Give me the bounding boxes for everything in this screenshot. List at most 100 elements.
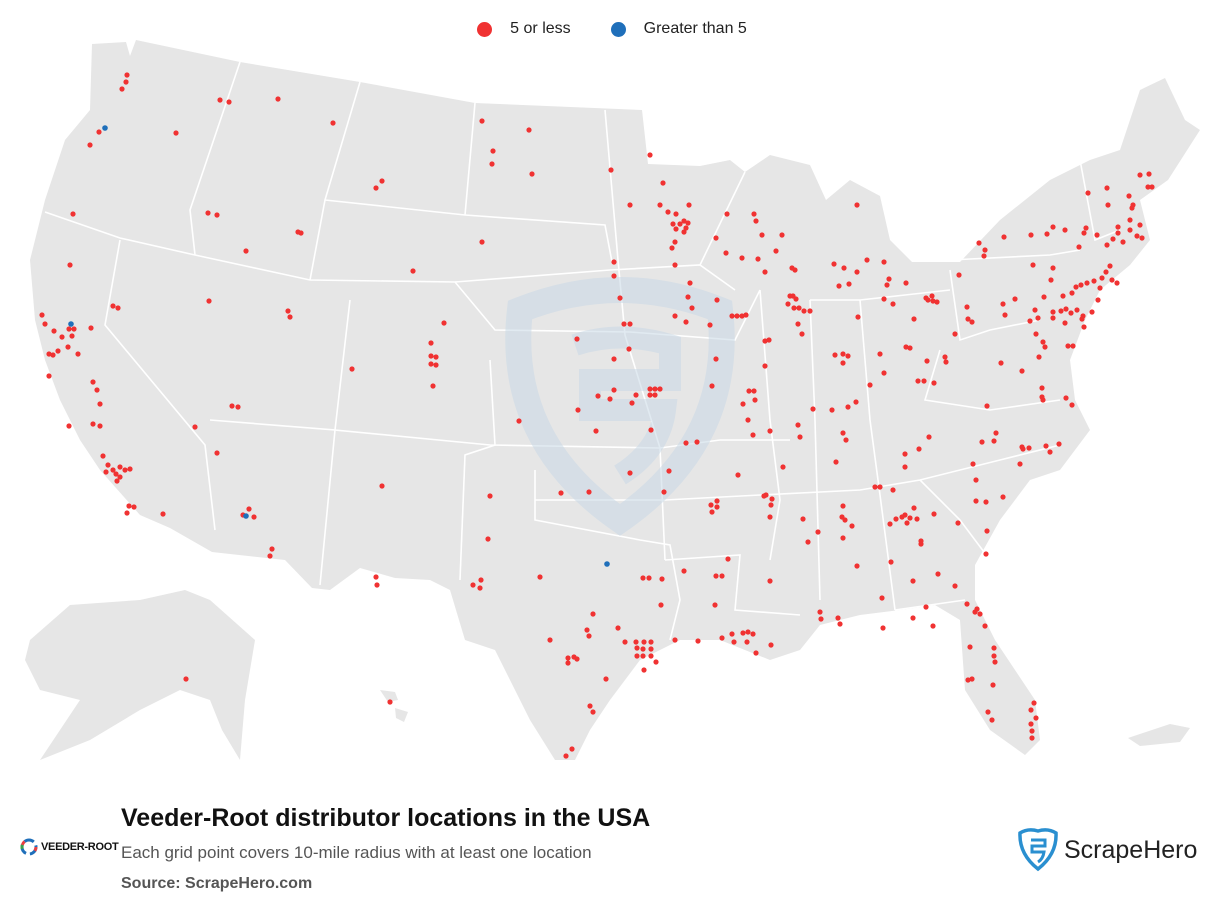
location-dot-low [648, 427, 654, 433]
location-dot-low [729, 313, 735, 319]
border-line [534, 470, 681, 641]
scrapehero-logo[interactable]: ScrapeHero [1018, 828, 1197, 872]
location-dot-low [854, 202, 860, 208]
location-dot-low [160, 511, 166, 517]
location-dot-low [124, 72, 130, 78]
location-dot-low [70, 211, 76, 217]
location-dot-low [1114, 280, 1120, 286]
location-dot-low [714, 504, 720, 510]
location-dot-low [563, 753, 569, 759]
location-dot-low [977, 611, 983, 617]
location-dot-low [929, 293, 935, 299]
location-dot-low [681, 229, 687, 235]
location-dot-low [485, 536, 491, 542]
location-dot-low [633, 392, 639, 398]
location-dot-low [914, 516, 920, 522]
location-dot-low [217, 97, 223, 103]
location-dot-low [1001, 234, 1007, 240]
location-dot-low [829, 407, 835, 413]
location-dot-low [584, 627, 590, 633]
location-dot-low [349, 366, 355, 372]
border-line [459, 359, 496, 581]
legend-item-high: Greater than 5 [610, 20, 747, 38]
location-dot-low [795, 321, 801, 327]
location-dot-low [708, 502, 714, 508]
location-dot-low [709, 383, 715, 389]
location-dot-low [646, 575, 652, 581]
border-line [809, 299, 821, 601]
location-dot-low [984, 528, 990, 534]
location-dot-low [1033, 715, 1039, 721]
location-dot-low [880, 625, 886, 631]
location-dot-low [685, 220, 691, 226]
location-dot-low [910, 578, 916, 584]
hawaii-shape [380, 690, 408, 722]
location-dot-low [1084, 280, 1090, 286]
location-dot-low [1109, 277, 1115, 283]
location-dot-low [235, 404, 241, 410]
location-dot-low [846, 281, 852, 287]
location-dot-low [670, 221, 676, 227]
location-dot-low [983, 551, 989, 557]
location-dot-low [818, 616, 824, 622]
location-dot-low [192, 424, 198, 430]
location-dot-low [689, 305, 695, 311]
location-dot-low [791, 305, 797, 311]
location-dot-low [42, 321, 48, 327]
location-dot-low [1050, 315, 1056, 321]
location-dot-low [275, 96, 281, 102]
location-dot-low [1058, 308, 1064, 314]
border-line [104, 239, 216, 531]
location-dot-low [1062, 320, 1068, 326]
location-dot-low [907, 515, 913, 521]
location-dot-low [1079, 316, 1085, 322]
location-dot-low [565, 655, 571, 661]
location-dot-low [617, 295, 623, 301]
border-line [334, 299, 790, 449]
location-dot-low [840, 430, 846, 436]
location-dot-low [759, 232, 765, 238]
location-dot-low [634, 645, 640, 651]
location-dot-low [653, 659, 659, 665]
location-dot-low [647, 152, 653, 158]
location-dot-low [1105, 202, 1111, 208]
location-dot-low [725, 556, 731, 562]
location-dot-low [807, 308, 813, 314]
location-dot-low [877, 351, 883, 357]
location-dot-low [1069, 290, 1075, 296]
location-dot-low [489, 161, 495, 167]
location-dot-low [805, 539, 811, 545]
location-dot-low [973, 477, 979, 483]
location-dot-low [611, 356, 617, 362]
border-line [464, 102, 476, 216]
location-dot-low [214, 212, 220, 218]
location-dot-low [1030, 262, 1036, 268]
location-dot-high [243, 513, 249, 519]
location-dot-low [478, 577, 484, 583]
puerto-rico-shape [1128, 724, 1190, 746]
location-dot-low [1050, 265, 1056, 271]
location-dot-low [724, 211, 730, 217]
location-dot-low [428, 340, 434, 346]
location-dot-low [750, 631, 756, 637]
location-dot-low [686, 202, 692, 208]
location-dot-low [226, 99, 232, 105]
location-dot-low [1019, 368, 1025, 374]
location-dot-low [611, 259, 617, 265]
location-dot-low [797, 434, 803, 440]
location-dot-low [713, 235, 719, 241]
location-dot-low [1062, 227, 1068, 233]
location-dot-low [921, 378, 927, 384]
location-dot-low [779, 232, 785, 238]
location-dot-low [1032, 307, 1038, 313]
location-dot-low [1137, 172, 1143, 178]
location-dot-low [1107, 263, 1113, 269]
location-dot-low [479, 118, 485, 124]
location-dot-low [640, 653, 646, 659]
location-dot-low [634, 653, 640, 659]
location-dot-low [969, 676, 975, 682]
location-dot-low [982, 623, 988, 629]
location-dot-low [46, 373, 52, 379]
location-dot-low [723, 250, 729, 256]
location-dot-low [126, 503, 132, 509]
